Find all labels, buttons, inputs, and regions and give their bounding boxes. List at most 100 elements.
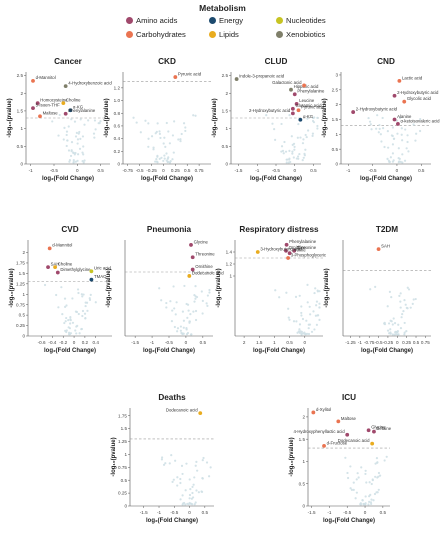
nonsignificant-point <box>285 291 288 294</box>
nonsignificant-point <box>375 491 378 494</box>
legend-label-amino-acids: Amino acids <box>136 16 178 25</box>
legend-label-energy: Energy <box>219 16 244 25</box>
nonsignificant-point <box>284 150 288 153</box>
nonsignificant-point <box>386 130 389 133</box>
nonsignificant-point <box>65 330 68 334</box>
nonsignificant-point <box>188 478 191 481</box>
nonsignificant-point <box>192 483 195 486</box>
legend-dot-xenobiotics <box>276 31 283 38</box>
legend-item-carbohydrates: Carbohydrates <box>126 30 186 39</box>
y-tick-label: 0 <box>225 162 228 167</box>
nonsignificant-point <box>184 489 187 492</box>
nonsignificant-point <box>89 293 92 296</box>
nonsignificant-point <box>374 462 377 465</box>
y-tick-label: 0.5 <box>19 313 26 318</box>
nonsignificant-point <box>349 487 352 490</box>
nonsignificant-point <box>176 330 179 333</box>
nonsignificant-point <box>135 121 138 124</box>
x-tick-label: -1 <box>29 168 34 173</box>
nonsignificant-point <box>280 150 283 153</box>
nonsignificant-point <box>368 120 372 123</box>
nonsignificant-point <box>381 116 384 120</box>
nonsignificant-point <box>316 116 319 119</box>
nonsignificant-point <box>311 132 315 135</box>
x-tick-label: 0 <box>304 340 307 345</box>
x-tick-label: 1.5 <box>256 340 263 345</box>
x-tick-label: 0.5 <box>184 168 191 173</box>
nonsignificant-point <box>155 130 158 133</box>
data-point-d-xylitol <box>311 410 316 415</box>
nonsignificant-point <box>273 128 276 131</box>
data-point-2-hydroxybutyric-acid <box>290 111 295 116</box>
nonsignificant-point <box>290 135 293 138</box>
data-point-betaine <box>372 429 376 434</box>
nonsignificant-points <box>274 283 321 336</box>
nonsignificant-point <box>147 122 150 125</box>
point-label: Maltose <box>341 416 357 421</box>
nonsignificant-point <box>301 317 305 321</box>
x-tick-label: 0.5 <box>97 168 104 173</box>
nonsignificant-point <box>391 126 395 129</box>
nonsignificant-point <box>412 123 415 126</box>
data-point-phenylalanine <box>284 242 289 247</box>
nonsignificant-point <box>185 327 188 330</box>
nonsignificant-point <box>94 128 97 131</box>
nonsignificant-point <box>65 304 68 307</box>
legend-label-nucleotides: Nucleotides <box>286 16 326 25</box>
nonsignificant-point <box>383 459 386 462</box>
point-label: 2-Hydroxybutyric acid <box>397 90 439 95</box>
x-tick-label: 0 <box>185 340 188 345</box>
x-tick-label: -1.5 <box>140 510 148 515</box>
nonsignificant-point <box>380 140 383 143</box>
y-tick-label: 1.5 <box>19 271 26 276</box>
data-point-pyruvic-acid <box>296 108 301 113</box>
nonsignificant-point <box>393 333 396 336</box>
nonsignificant-point <box>287 316 290 319</box>
nonsignificant-point <box>179 139 182 143</box>
nonsignificant-point <box>400 316 403 319</box>
nonsignificant-point <box>375 127 378 130</box>
data-point-4-hydroxyphenyllactic-acid <box>345 432 350 437</box>
y-axis-label: -log₁₀(pvalue) <box>212 98 218 137</box>
nonsignificant-point <box>378 123 381 127</box>
nonsignificant-point <box>191 485 194 489</box>
nonsignificant-point <box>180 132 183 136</box>
nonsignificant-point <box>399 300 402 303</box>
nonsignificant-point <box>69 318 72 321</box>
nonsignificant-point <box>397 323 400 326</box>
x-tick-label: -0.6 <box>38 340 46 345</box>
legend-item-amino-acids: Amino acids <box>126 16 177 25</box>
nonsignificant-point <box>369 501 373 504</box>
x-tick-label: 0.25 <box>402 340 411 345</box>
nonsignificant-point <box>67 331 71 334</box>
nonsignificant-point <box>375 456 379 460</box>
nonsignificant-point <box>405 330 408 333</box>
nonsignificant-point <box>354 497 357 500</box>
nonsignificant-point <box>295 157 298 160</box>
point-label: Choline <box>58 262 73 267</box>
nonsignificant-point <box>362 502 365 506</box>
nonsignificant-point <box>63 126 66 129</box>
nonsignificant-point <box>352 488 355 491</box>
nonsignificant-point <box>344 456 347 459</box>
nonsignificant-point <box>274 289 277 292</box>
data-point-pyruvic-acid <box>173 75 178 79</box>
point-label: Dodecanoic acid <box>338 438 370 443</box>
nonsignificant-point <box>359 503 362 506</box>
x-tick-label: -1 <box>327 510 332 515</box>
nonsignificant-point <box>184 126 187 129</box>
point-label: α-KG <box>303 114 314 119</box>
y-tick-label: 2.5 <box>222 73 229 78</box>
nonsignificant-point <box>296 331 299 334</box>
nonsignificant-point <box>61 313 64 316</box>
nonsignificant-point <box>179 329 182 332</box>
nonsignificant-point <box>99 120 102 123</box>
nonsignificant-point <box>84 317 87 320</box>
nonsignificant-point <box>316 127 319 130</box>
data-point-choline <box>61 101 66 106</box>
nonsignificant-point <box>74 135 78 138</box>
y-tick-label: 1 <box>229 274 232 279</box>
nonsignificant-point <box>387 322 391 325</box>
nonsignificant-points <box>51 113 102 164</box>
